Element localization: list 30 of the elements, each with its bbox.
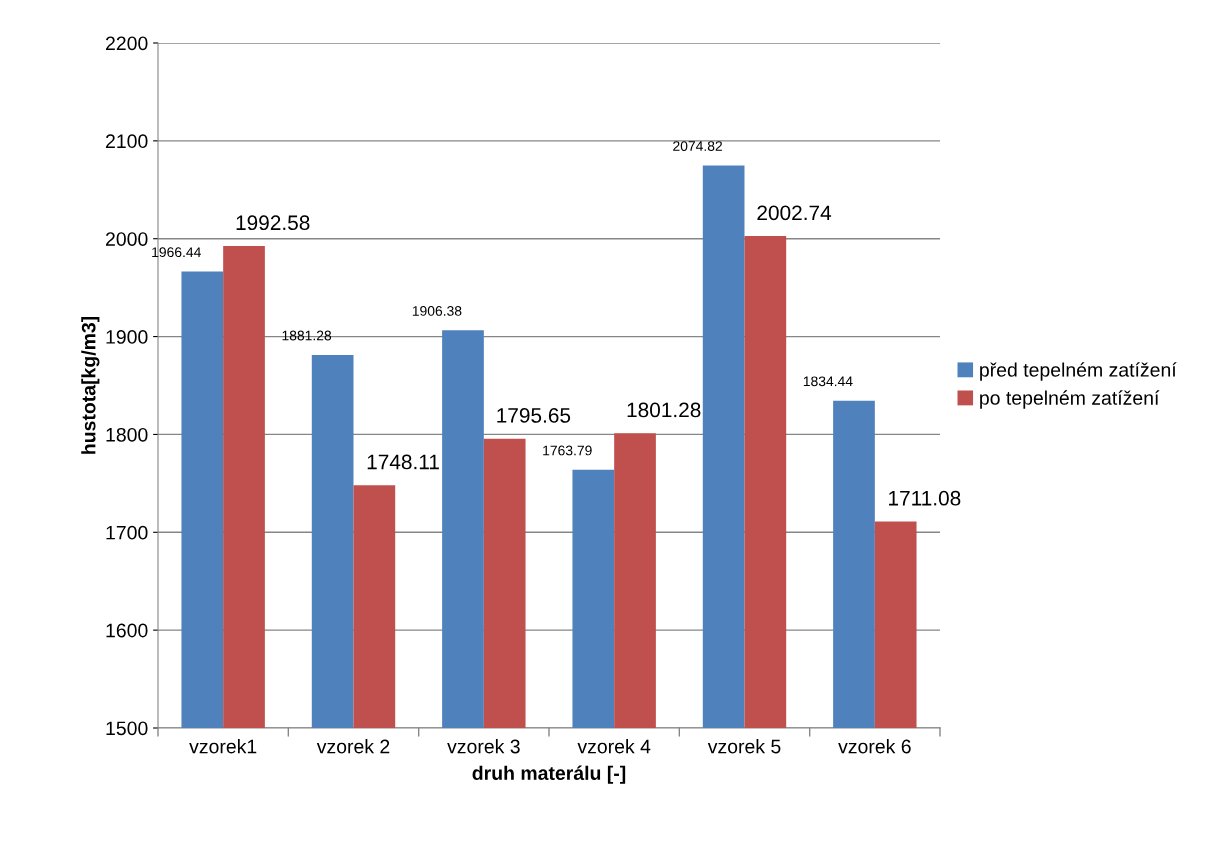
x-tick-label: vzorek 3 xyxy=(447,739,520,754)
data-label: 1763.79 xyxy=(543,445,592,456)
y-tick-label: 2100 xyxy=(106,134,148,149)
data-label: 2074.82 xyxy=(673,141,722,152)
x-tick-label: vzorek 5 xyxy=(707,739,781,754)
y-tick-label: 1500 xyxy=(106,721,148,736)
data-label: 1711.08 xyxy=(889,490,961,506)
x-tick-label: vzorek 2 xyxy=(316,739,390,754)
data-label: 1992.58 xyxy=(236,215,310,231)
legend-label: po tepelném zatížení xyxy=(980,390,1160,409)
y-tick-label: 1600 xyxy=(106,623,148,638)
data-label: 1801.28 xyxy=(627,402,701,418)
data-label: 1795.65 xyxy=(497,408,571,423)
y-axis-title: hustota[kg/m3] xyxy=(81,316,100,454)
y-tick-label: 2000 xyxy=(106,232,148,246)
data-label: 1748.11 xyxy=(367,454,439,470)
data-label: 1834.44 xyxy=(803,376,853,387)
data-label: 1881.28 xyxy=(282,330,332,341)
y-tick-label: 1700 xyxy=(106,525,148,540)
data-label: 1906.38 xyxy=(412,306,462,316)
y-tick-label: 1900 xyxy=(106,330,148,344)
x-tick-label: vzorek 6 xyxy=(838,739,911,754)
y-tick-label: 1800 xyxy=(106,427,148,442)
legend-label: před tepelném zatížení xyxy=(980,362,1177,381)
data-label: 1966.44 xyxy=(152,247,201,258)
x-axis-title: druh materálu [-] xyxy=(472,765,626,784)
y-tick-label: 2200 xyxy=(106,36,148,51)
x-tick-label: vzorek 4 xyxy=(577,739,651,754)
data-label: 2002.74 xyxy=(757,205,832,221)
x-tick-label: vzorek1 xyxy=(189,739,257,754)
